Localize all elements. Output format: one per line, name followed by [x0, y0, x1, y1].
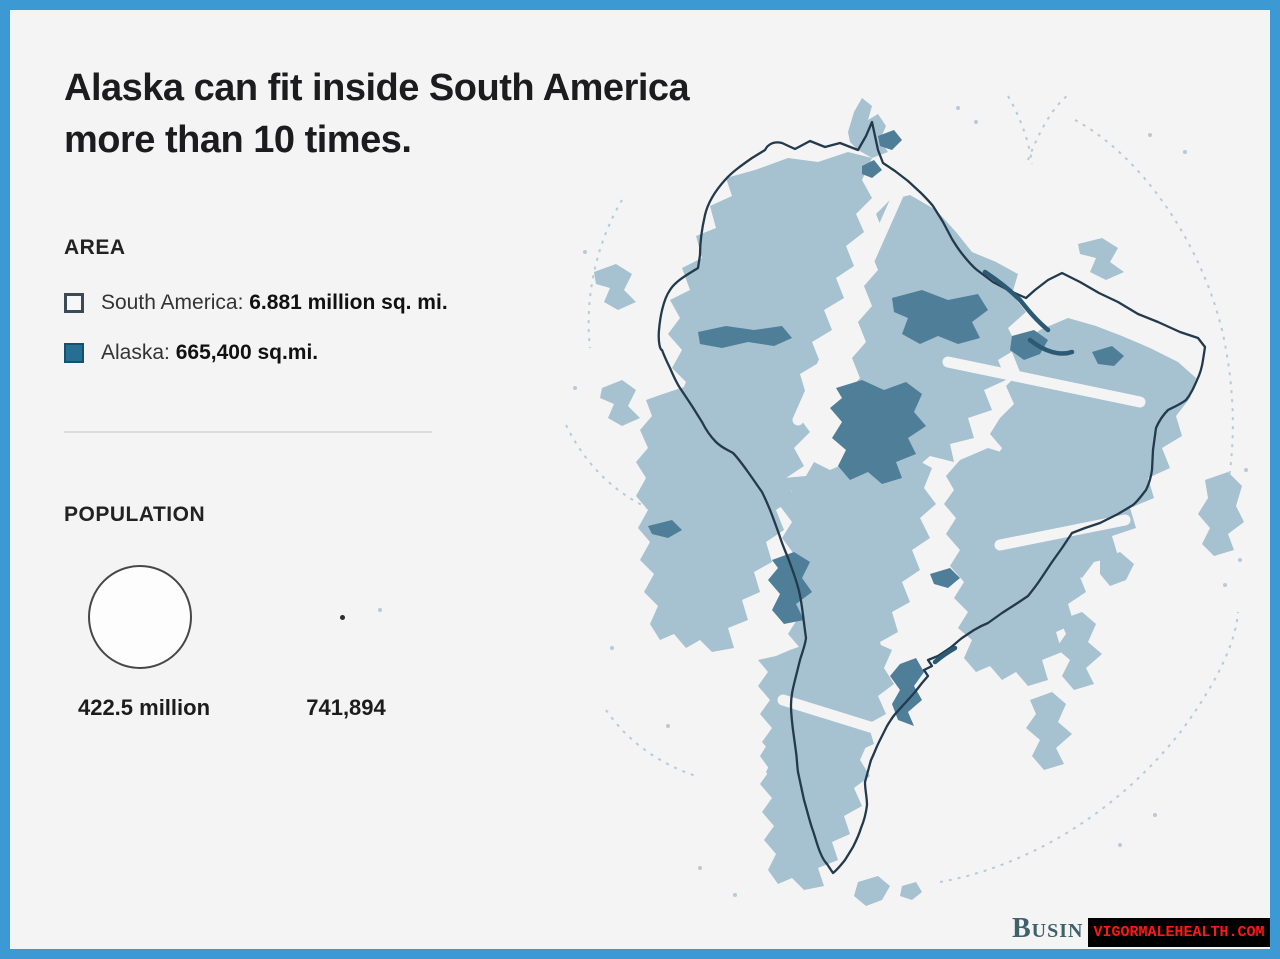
business-insider-logo: Busin: [1012, 913, 1084, 944]
south-america-legend-text: South America: 6.881 million sq. mi.: [101, 291, 448, 315]
scatter-dots: [378, 106, 1248, 897]
alaska-tiles: [594, 98, 1244, 906]
alaska-population-value: 741,894: [306, 695, 386, 720]
alaska-label: Alaska:: [101, 341, 170, 364]
title-line-2: more than 10 times.: [64, 119, 412, 161]
population-heading: POPULATION: [64, 503, 206, 526]
alaska-population-dot: [340, 615, 345, 620]
tile-gap-strips: [777, 180, 1146, 746]
south-america-outline: [657, 120, 1207, 875]
page-title: Alaska can fit inside South America more…: [64, 62, 690, 166]
alaska-dark-patches: [648, 130, 1124, 726]
south-america-swatch-icon: [64, 293, 84, 313]
title-line-1: Alaska can fit inside South America: [64, 67, 690, 109]
watermark-banner: VIGORMALEHEALTH.COM: [1088, 918, 1270, 947]
south-america-population-circle: [88, 565, 192, 669]
coast-emphasis-marks: [932, 269, 1075, 665]
alaska-swatch-icon: [64, 343, 84, 363]
watermark-text: VIGORMALEHEALTH.COM: [1093, 924, 1265, 941]
south-america-label: South America:: [101, 291, 244, 314]
island-chain-dotted-arcs: [565, 94, 1239, 883]
legend-row-south-america: South America: 6.881 million sq. mi.: [64, 291, 448, 315]
south-america-area-value: 6.881 million sq. mi.: [249, 291, 448, 314]
population-section: POPULATION 422.5 million 741,894: [64, 503, 386, 720]
south-america-population-value: 422.5 million: [77, 695, 211, 720]
section-divider: [64, 431, 432, 433]
alaska-legend-text: Alaska: 665,400 sq.mi.: [101, 341, 318, 365]
area-heading: AREA: [64, 236, 126, 259]
legend-row-alaska: Alaska: 665,400 sq.mi.: [64, 341, 318, 365]
alaska-area-value: 665,400 sq.mi.: [175, 341, 319, 364]
area-section: AREA South America: 6.881 million sq. mi…: [64, 236, 448, 364]
